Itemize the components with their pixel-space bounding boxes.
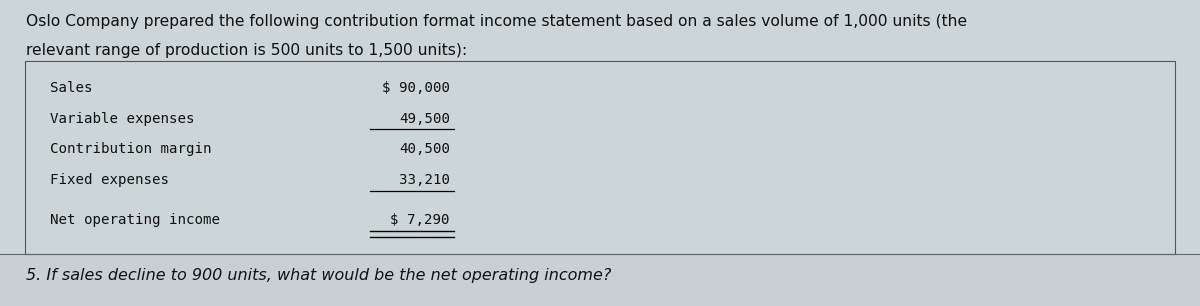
Text: 33,210: 33,210 bbox=[398, 173, 450, 187]
Text: $ 90,000: $ 90,000 bbox=[382, 81, 450, 95]
Text: 40,500: 40,500 bbox=[398, 142, 450, 156]
Text: $ 7,290: $ 7,290 bbox=[390, 213, 450, 227]
Text: Sales: Sales bbox=[50, 81, 92, 95]
Text: 5. If sales decline to 900 units, what would be the net operating income?: 5. If sales decline to 900 units, what w… bbox=[26, 268, 612, 283]
Text: Variable expenses: Variable expenses bbox=[50, 112, 194, 126]
Text: Net operating income: Net operating income bbox=[50, 213, 221, 227]
Bar bbox=[25, 61, 1175, 254]
Text: 49,500: 49,500 bbox=[398, 112, 450, 126]
Bar bbox=[0, 254, 1200, 306]
Text: Oslo Company prepared the following contribution format income statement based o: Oslo Company prepared the following cont… bbox=[26, 14, 967, 29]
Text: relevant range of production is 500 units to 1,500 units):: relevant range of production is 500 unit… bbox=[26, 43, 468, 58]
Bar bbox=[0, 0, 1200, 254]
Text: Contribution margin: Contribution margin bbox=[50, 142, 212, 156]
Text: Fixed expenses: Fixed expenses bbox=[50, 173, 169, 187]
